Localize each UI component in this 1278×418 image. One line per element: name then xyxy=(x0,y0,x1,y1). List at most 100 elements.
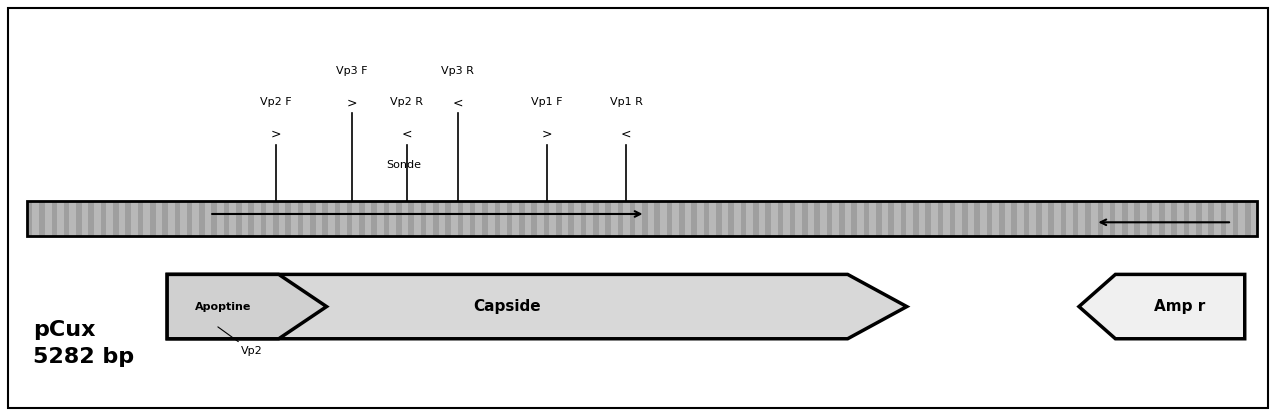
Bar xyxy=(261,201,266,236)
Bar xyxy=(175,201,180,236)
Bar xyxy=(1183,201,1190,236)
Bar xyxy=(359,201,364,236)
Bar xyxy=(298,201,303,236)
Bar xyxy=(777,201,783,236)
Bar xyxy=(962,201,967,236)
Bar xyxy=(728,201,734,236)
Bar xyxy=(285,201,291,236)
Bar xyxy=(704,201,709,236)
Bar xyxy=(974,201,980,236)
Text: Amp r: Amp r xyxy=(1154,299,1205,314)
Bar xyxy=(617,201,624,236)
Bar xyxy=(322,201,328,236)
Polygon shape xyxy=(167,274,327,339)
Bar xyxy=(311,201,316,236)
Text: Vp2: Vp2 xyxy=(217,327,262,356)
Bar xyxy=(248,201,254,236)
Bar xyxy=(840,201,845,236)
Bar xyxy=(1122,201,1127,236)
Bar xyxy=(409,201,414,236)
Bar xyxy=(1245,201,1251,236)
Bar xyxy=(1109,201,1116,236)
Bar xyxy=(532,201,537,236)
Text: Vp2 F: Vp2 F xyxy=(259,97,291,107)
Bar xyxy=(642,201,648,236)
Bar xyxy=(569,201,574,236)
Bar xyxy=(901,201,906,236)
Bar xyxy=(864,201,869,236)
Bar xyxy=(1146,201,1153,236)
Bar xyxy=(1036,201,1042,236)
Bar xyxy=(1098,201,1103,236)
Bar xyxy=(211,201,217,236)
Bar xyxy=(1011,201,1017,236)
Bar xyxy=(458,201,463,236)
Bar xyxy=(803,201,808,236)
Bar xyxy=(396,201,401,236)
Bar xyxy=(790,201,795,236)
Bar xyxy=(383,201,390,236)
Text: <: < xyxy=(452,97,463,110)
Bar xyxy=(1220,201,1226,236)
Bar xyxy=(112,201,119,236)
Bar xyxy=(1024,201,1029,236)
Text: <: < xyxy=(401,128,413,141)
Bar xyxy=(654,201,661,236)
Bar xyxy=(40,201,45,236)
Bar xyxy=(273,201,279,236)
Bar xyxy=(420,201,427,236)
Text: Vp3 F: Vp3 F xyxy=(336,66,368,76)
Bar xyxy=(925,201,930,236)
Text: Sonde: Sonde xyxy=(386,161,422,171)
Bar xyxy=(482,201,488,236)
Bar xyxy=(543,201,550,236)
Bar xyxy=(630,201,635,236)
Bar xyxy=(199,201,204,236)
Bar xyxy=(187,201,193,236)
Bar xyxy=(138,201,143,236)
Bar xyxy=(1196,201,1201,236)
Text: <: < xyxy=(621,128,631,141)
Bar xyxy=(88,201,95,236)
Text: Vp3 R: Vp3 R xyxy=(441,66,474,76)
Bar xyxy=(938,201,943,236)
Bar xyxy=(1135,201,1140,236)
Bar xyxy=(27,201,1258,236)
Polygon shape xyxy=(167,274,907,339)
Bar xyxy=(580,201,587,236)
Bar xyxy=(433,201,438,236)
Bar xyxy=(236,201,242,236)
Bar xyxy=(753,201,759,236)
Text: >: > xyxy=(346,97,358,110)
Bar xyxy=(691,201,697,236)
Bar xyxy=(814,201,820,236)
Bar xyxy=(77,201,82,236)
Bar xyxy=(162,201,167,236)
Bar xyxy=(851,201,858,236)
Text: Capside: Capside xyxy=(474,299,541,314)
Bar xyxy=(1233,201,1238,236)
Bar xyxy=(1074,201,1079,236)
Bar xyxy=(888,201,893,236)
Bar xyxy=(101,201,106,236)
Bar xyxy=(27,201,32,236)
Polygon shape xyxy=(1079,274,1245,339)
Bar xyxy=(912,201,919,236)
Bar xyxy=(125,201,130,236)
Text: Vp2 R: Vp2 R xyxy=(390,97,423,107)
Bar xyxy=(556,201,561,236)
Bar xyxy=(445,201,451,236)
Bar xyxy=(950,201,956,236)
Text: >: > xyxy=(542,128,552,141)
Bar xyxy=(987,201,992,236)
Bar xyxy=(1085,201,1091,236)
Bar xyxy=(519,201,525,236)
Text: >: > xyxy=(271,128,281,141)
Bar xyxy=(875,201,882,236)
Bar xyxy=(606,201,611,236)
Text: Apoptine: Apoptine xyxy=(194,301,252,311)
Bar xyxy=(64,201,69,236)
Bar xyxy=(593,201,598,236)
Bar xyxy=(827,201,832,236)
Bar xyxy=(741,201,746,236)
